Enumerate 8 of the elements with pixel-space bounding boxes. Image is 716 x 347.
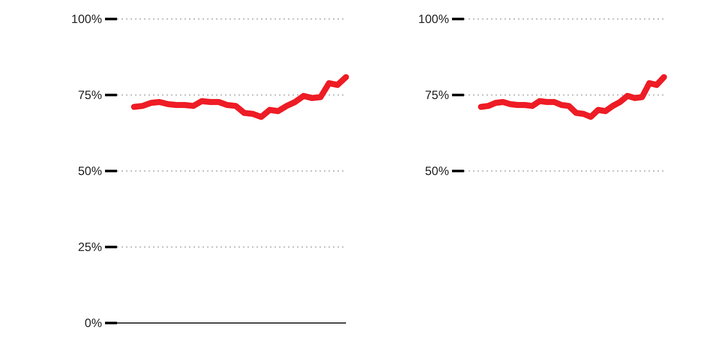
y-tick-label: 75% bbox=[424, 88, 450, 102]
y-tick-label: 0% bbox=[84, 316, 102, 330]
y-tick-label: 50% bbox=[424, 164, 450, 178]
y-tick-label: 75% bbox=[78, 88, 102, 102]
y-tick-label: 25% bbox=[78, 240, 102, 254]
y-tick-label: 100% bbox=[71, 12, 102, 26]
y-tick-label: 50% bbox=[78, 164, 102, 178]
y-tick-label: 100% bbox=[418, 12, 450, 26]
